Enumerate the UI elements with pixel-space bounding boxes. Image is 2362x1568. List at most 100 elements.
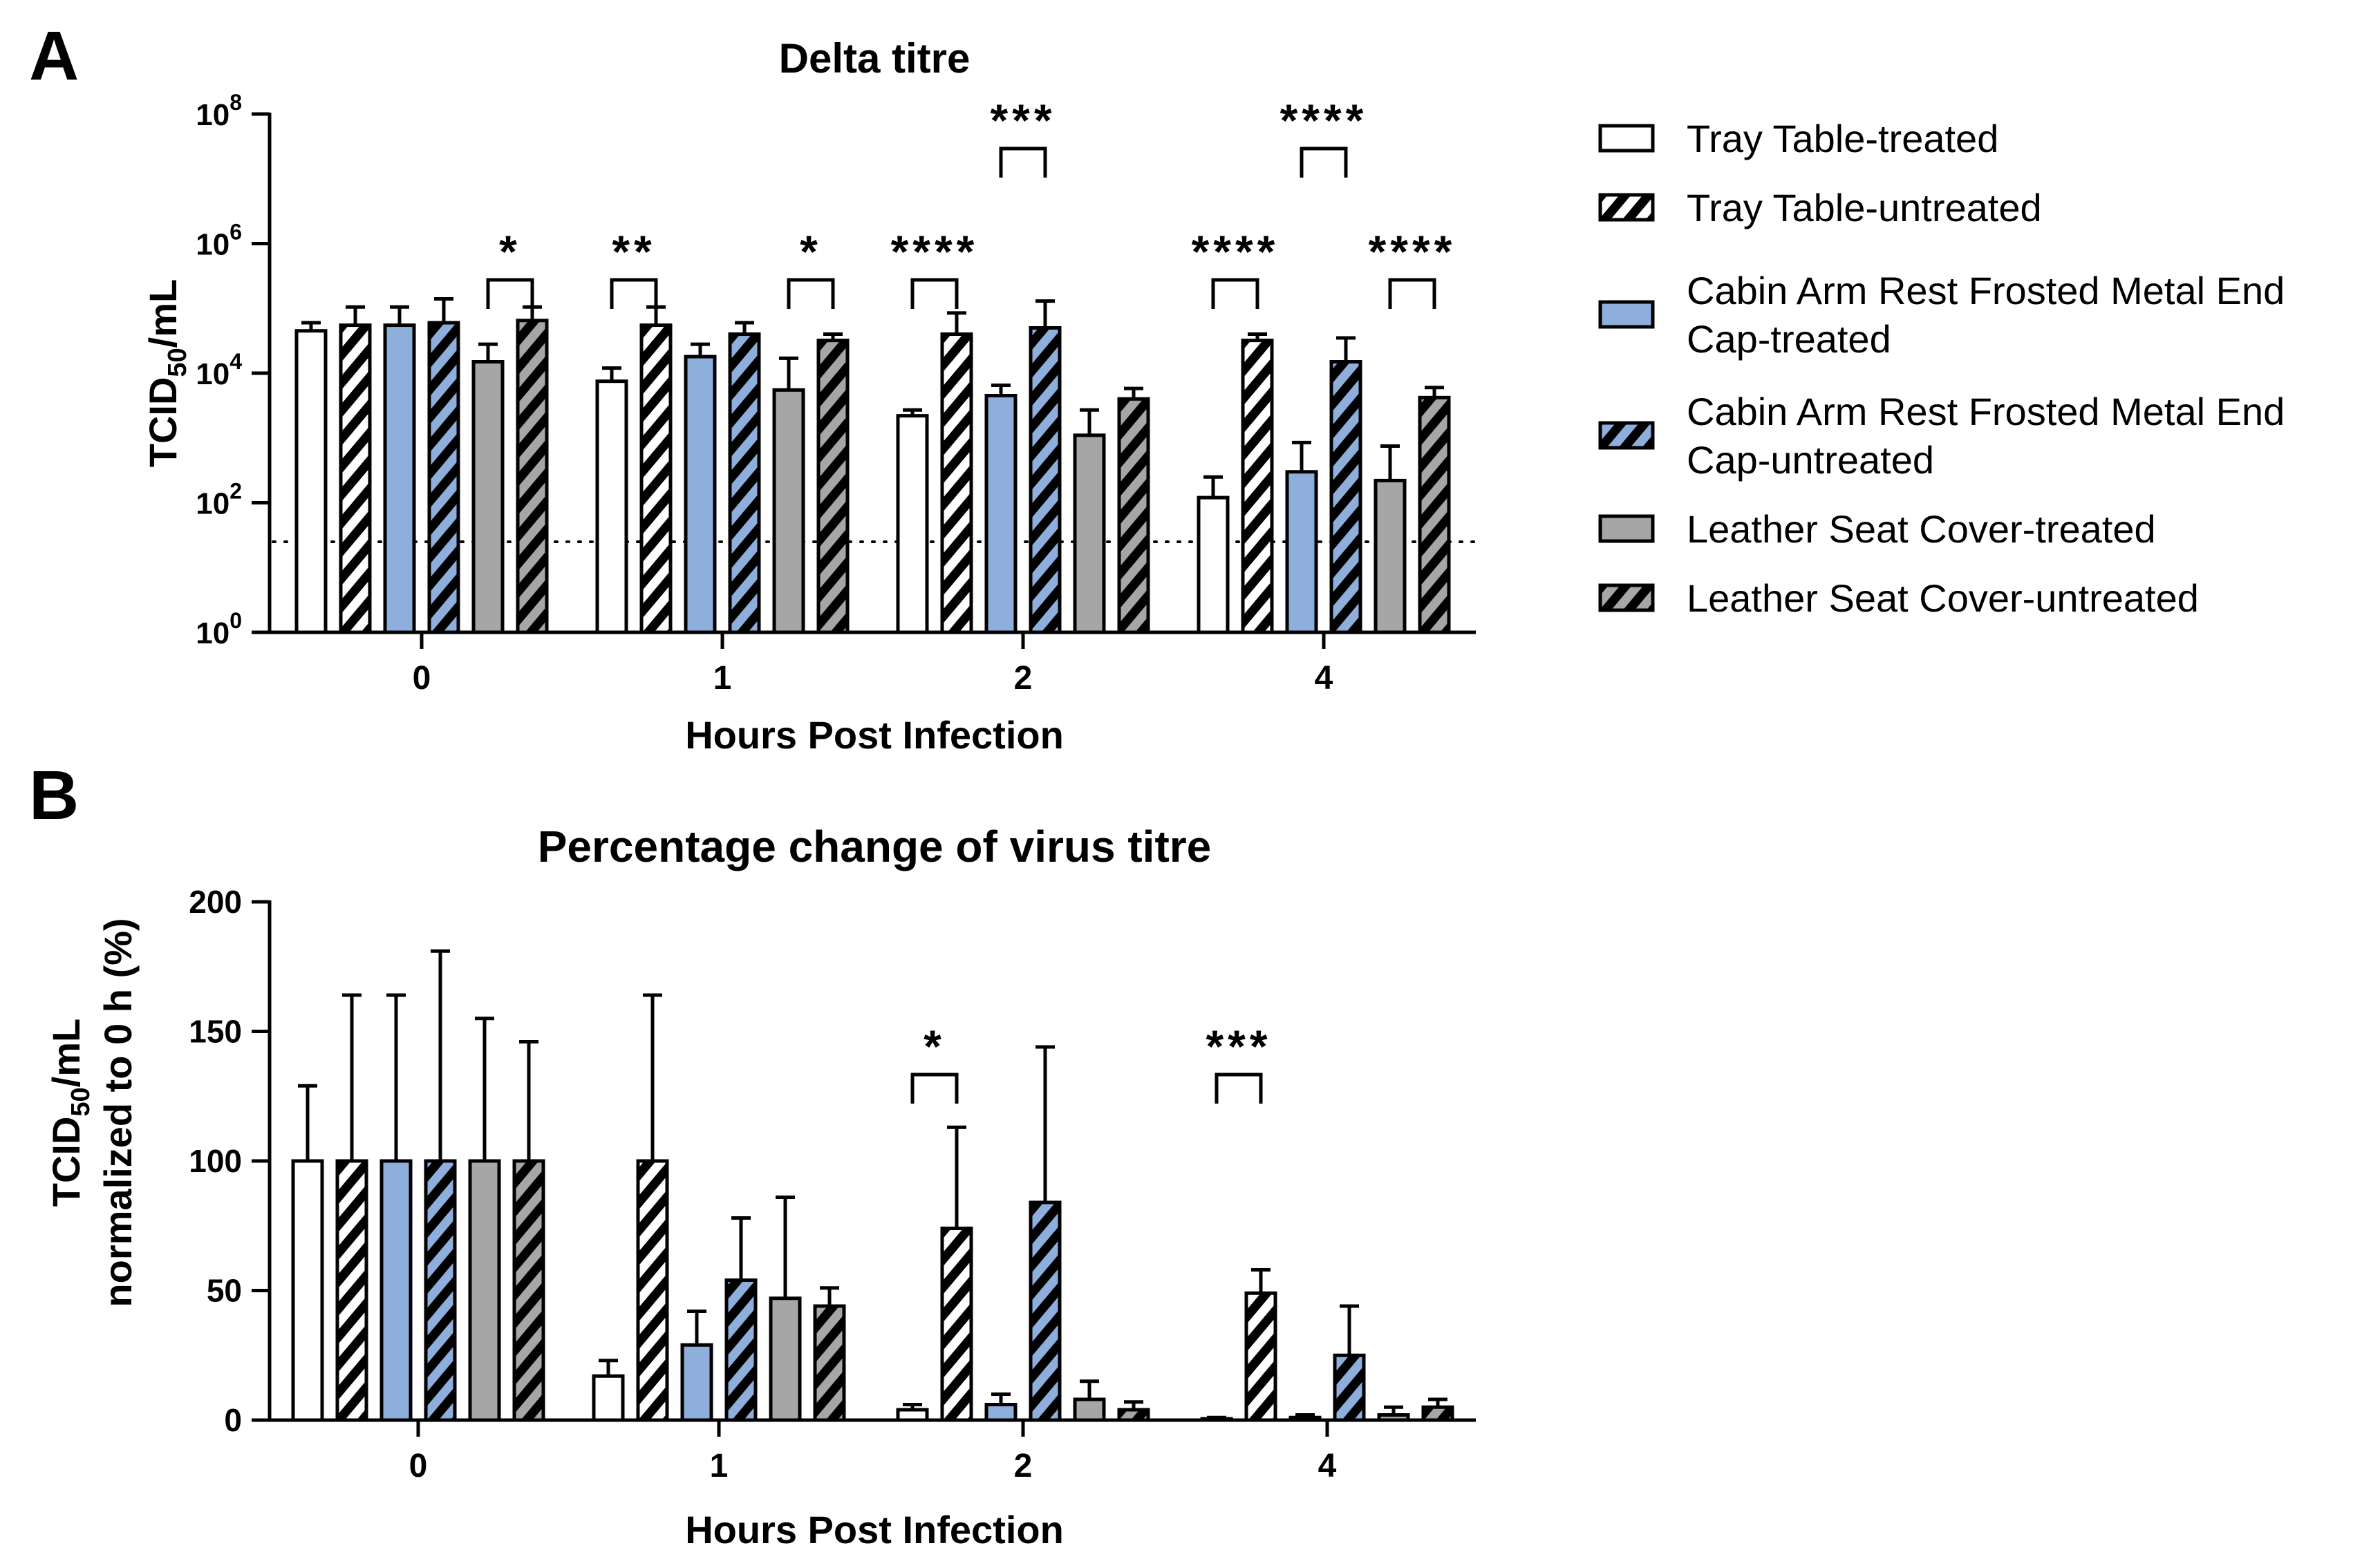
chart-b-bar (1200, 1417, 1233, 1422)
chart-b-bar (512, 1159, 545, 1422)
legend-label: Cap-untreated (1687, 438, 1934, 482)
chart-a-significance-bracket (910, 278, 959, 309)
y-tick-exponent: 2 (229, 479, 242, 504)
chart-a-bar (1329, 359, 1362, 634)
chart-b-percentage-change: Percentage change of virus titre Hours P… (44, 822, 1476, 1551)
legend-label: Leather Seat Cover-untreated (1687, 576, 2199, 620)
chart-b-bar (592, 1374, 625, 1422)
chart-b-bar (940, 1227, 973, 1422)
chart-a-significance-stars: **** (1280, 95, 1368, 146)
legend-label: Cabin Arm Rest Frosted Metal End (1687, 390, 2285, 433)
chart-b-y-tick-label: 50 (207, 1273, 242, 1309)
chart-a-title: Delta titre (779, 35, 971, 82)
y-tick-exponent: 8 (229, 90, 242, 115)
chart-a-bar (684, 355, 717, 634)
chart-a-bar (595, 379, 628, 634)
chart-a-ylabel-main: TCID (141, 377, 185, 468)
legend-label: Cap-treated (1687, 317, 1891, 361)
chart-b-bar (769, 1296, 802, 1422)
legend: Tray Table-treated Tray Table-untreated Ca… (1598, 117, 2285, 620)
chart-a-x-tick-label: 2 (1014, 660, 1033, 697)
chart-a-bar (639, 323, 673, 634)
chart-b-x-tick-label: 4 (1318, 1448, 1337, 1484)
chart-b-bar (291, 1159, 324, 1422)
chart-b-bar (813, 1304, 846, 1422)
chart-b-y-tick-label: 200 (189, 884, 242, 920)
chart-b-ylabel: TCID50/mL (44, 1019, 95, 1207)
chart-a-bar (1073, 433, 1106, 634)
chart-a-significance-bracket (486, 278, 534, 309)
chart-b-bar (468, 1159, 501, 1422)
chart-a-y-tick-label: 102 (196, 479, 242, 521)
legend-label: Tray Table-treated (1687, 117, 1998, 160)
chart-b-bar (1244, 1291, 1277, 1422)
chart-a-significance-stars: * (499, 226, 521, 277)
chart-b-title: Percentage change of virus titre (538, 822, 1212, 871)
legend-label: Leather Seat Cover-treated (1687, 507, 2156, 551)
chart-a-xlabel: Hours Post Infection (685, 713, 1064, 757)
chart-a-bar (471, 359, 505, 634)
chart-a-x-tick-label: 1 (713, 660, 732, 697)
chart-a-ylabel: TCID50/mL (141, 279, 192, 468)
chart-b-bar (1029, 1200, 1062, 1422)
chart-a-significance-stars: ** (612, 226, 655, 277)
chart-b-bar (1288, 1415, 1322, 1422)
y-tick-exponent: 6 (229, 220, 242, 245)
chart-a-significance-bracket (1211, 278, 1259, 309)
chart-a-y-tick-label: 104 (196, 349, 242, 391)
chart-b-bar (335, 1159, 368, 1422)
chart-b-bar (379, 1159, 413, 1422)
chart-b-bar (1333, 1353, 1366, 1422)
chart-a-bar (940, 332, 973, 634)
chart-b-y-tick-label: 150 (189, 1014, 242, 1050)
legend-swatch (1598, 514, 1655, 543)
chart-a-significance-stars: *** (990, 95, 1056, 146)
y-tick-base: 10 (196, 487, 229, 521)
chart-a-bar (1418, 395, 1451, 634)
chart-b-significance-bracket (910, 1073, 959, 1104)
chart-a-bar (1374, 478, 1407, 634)
chart-b-significance-stars: *** (1206, 1021, 1271, 1072)
chart-a-significance-stars: * (800, 226, 822, 277)
chart-a-x-tick-label: 4 (1315, 660, 1333, 697)
chart-b-x-tick-label: 1 (710, 1448, 729, 1484)
panel-label-b: B (29, 757, 79, 834)
chart-b-bar (1377, 1413, 1410, 1422)
chart-a-bar (516, 319, 549, 634)
chart-a-bar (1285, 470, 1318, 634)
legend-swatch (1598, 583, 1655, 612)
chart-b-ylabel-sub: 50 (66, 1087, 95, 1116)
chart-b-bar (424, 1159, 457, 1422)
chart-b-bar (1073, 1397, 1106, 1422)
chart-b-y-tick-label: 0 (224, 1402, 242, 1438)
chart-b-bar (724, 1278, 758, 1422)
chart-b-x-tick-label: 0 (409, 1448, 428, 1484)
chart-a-bar (1117, 397, 1150, 634)
chart-b-bar (984, 1403, 1018, 1422)
chart-a-bar (294, 329, 328, 634)
chart-a-significance-stars: **** (1369, 226, 1456, 277)
chart-a-x-tick-label: 0 (413, 660, 431, 697)
chart-b-significance-stars: * (924, 1021, 946, 1072)
chart-a-y-tick-label: 100 (196, 608, 242, 650)
chart-b-ylabel-main: TCID (44, 1117, 88, 1207)
chart-a-bar (1029, 325, 1062, 634)
chart-b-significance-bracket (1215, 1073, 1263, 1104)
chart-b-bar (896, 1408, 929, 1422)
chart-a-y-tick-label: 106 (196, 220, 242, 262)
chart-a-ylabel-tail: /mL (141, 279, 185, 348)
chart-a-significance-bracket (1388, 278, 1436, 309)
chart-a-bar (339, 323, 372, 634)
legend-label: Cabin Arm Rest Frosted Metal End (1687, 269, 2285, 312)
y-tick-exponent: 0 (229, 608, 242, 633)
chart-a-delta-titre: Delta titre Hours Post Infection TCID50/… (141, 35, 1477, 757)
chart-a-significance-bracket (999, 147, 1047, 178)
chart-a-bar (1241, 339, 1274, 634)
chart-a-bar (816, 339, 850, 634)
chart-a-ylabel-sub: 50 (163, 348, 192, 377)
chart-b-ylabel-tail: /mL (44, 1019, 88, 1088)
legend-swatch (1598, 300, 1655, 329)
chart-b-x-tick-label: 2 (1014, 1448, 1033, 1484)
chart-a-bar (984, 394, 1018, 634)
